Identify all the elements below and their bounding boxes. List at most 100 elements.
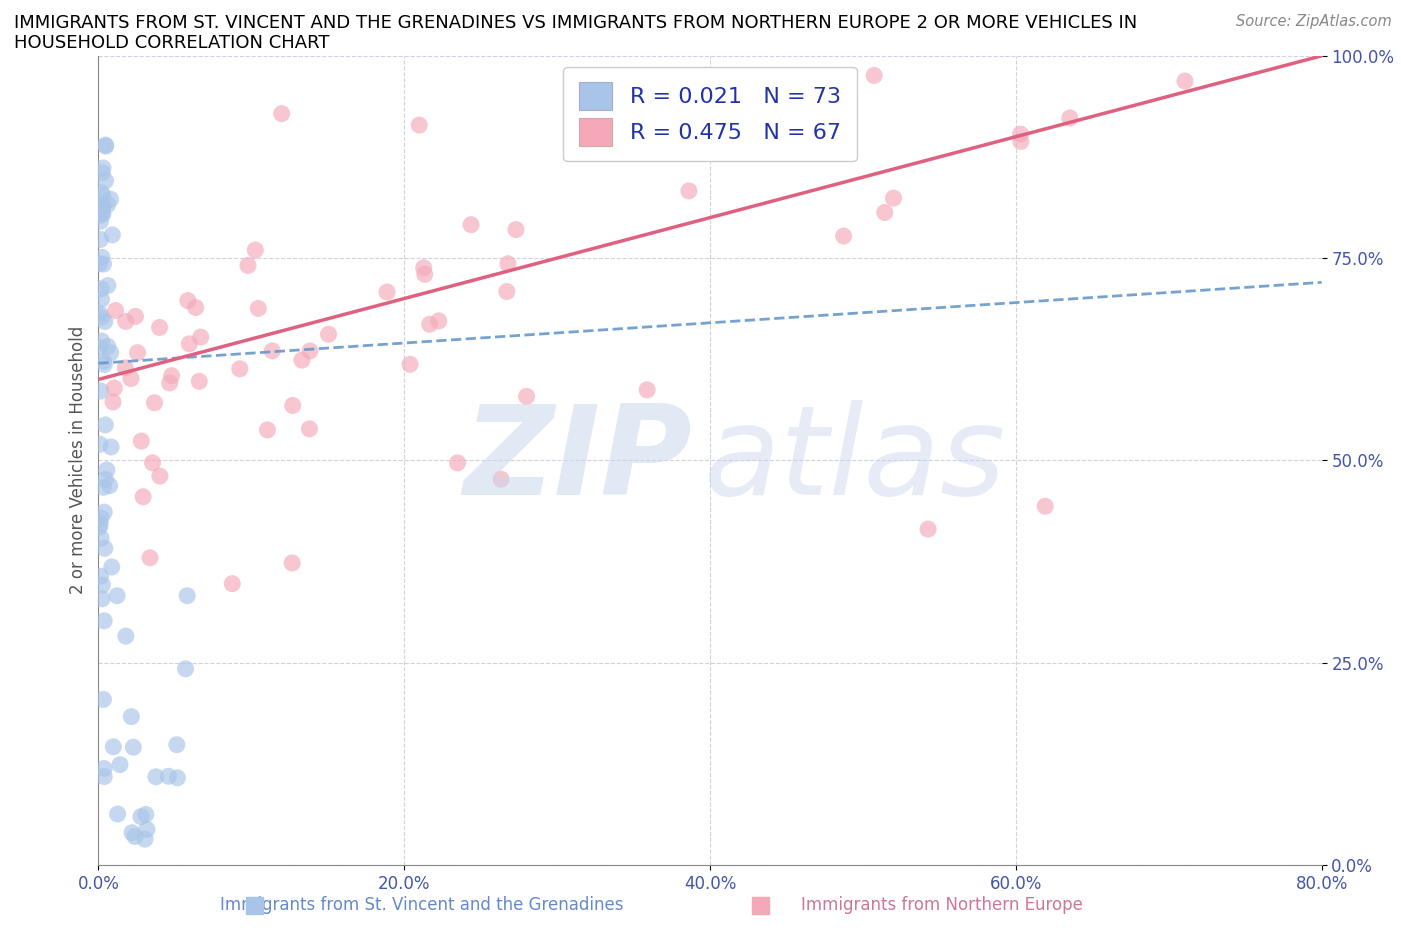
Point [121,825,143,840]
Point [298,421,321,436]
Point [93,613,115,628]
Point [103,739,125,754]
Point [176,589,198,604]
Point [145,769,167,784]
Point [94,472,117,486]
Point [124,829,146,844]
Point [149,469,172,484]
Point [149,320,172,335]
Point [120,371,142,386]
Point [821,33,844,47]
Point [103,380,125,395]
Point [1010,134,1032,149]
Point [1070,33,1092,47]
Point [446,456,468,471]
Point [177,293,200,308]
Point [94,314,117,329]
Point [89,340,111,355]
Point [135,807,157,822]
Point [1059,111,1081,126]
Point [832,229,855,244]
Point [495,284,517,299]
Point [318,326,340,341]
Point [120,710,142,724]
Point [91,188,114,203]
Point [160,368,183,383]
Point [100,345,122,360]
Point [90,569,112,584]
Point [91,205,114,219]
Point [90,334,112,349]
Point [91,161,114,176]
Text: IMMIGRANTS FROM ST. VINCENT AND THE GRENADINES VS IMMIGRANTS FROM NORTHERN EUROP: IMMIGRANTS FROM ST. VINCENT AND THE GREN… [14,14,1137,32]
Point [93,257,115,272]
Point [262,343,284,358]
Point [94,138,117,153]
Point [166,737,188,752]
Point [90,531,112,546]
Point [93,769,115,784]
Point [221,577,243,591]
Point [419,317,441,332]
Point [127,345,149,360]
Point [90,310,112,325]
Text: ZIP: ZIP [463,400,692,521]
Y-axis label: 2 or more Vehicles in Household: 2 or more Vehicles in Household [69,326,87,594]
Point [114,361,136,376]
Point [496,257,519,272]
Text: Immigrants from St. Vincent and the Grenadines: Immigrants from St. Vincent and the Gren… [221,896,623,913]
Text: HOUSEHOLD CORRELATION CHART: HOUSEHOLD CORRELATION CHART [14,34,329,52]
Point [93,692,115,707]
Point [808,77,831,92]
Point [90,383,112,398]
Point [122,739,145,754]
Point [91,480,114,495]
Point [775,106,797,121]
Point [1033,498,1056,513]
Point [89,520,111,535]
Point [917,522,939,537]
Point [412,260,434,275]
Point [157,769,180,784]
Point [94,139,117,153]
Point [91,166,114,180]
Point [489,472,512,486]
Point [460,218,482,232]
Point [236,258,259,272]
Point [413,267,436,282]
Point [93,761,115,776]
Point [90,292,112,307]
Point [101,228,124,243]
Point [1010,126,1032,141]
Point [91,206,114,221]
Text: atlas: atlas [704,400,1007,521]
Point [90,185,112,200]
Point [281,555,304,570]
Point [399,357,422,372]
Point [90,207,112,222]
Point [91,578,114,592]
Point [141,456,163,471]
Point [298,343,321,358]
Point [179,337,201,352]
Point [93,357,115,372]
Point [97,197,120,212]
Point [143,395,166,410]
Point [94,173,117,188]
Point [90,282,112,297]
Point [270,106,292,121]
Point [678,183,700,198]
Point [100,192,122,206]
Point [97,278,120,293]
Point [98,478,121,493]
Point [873,205,896,219]
Point [256,422,278,437]
Point [159,376,181,391]
Point [107,806,129,821]
Point [139,551,162,565]
Point [114,314,136,329]
Point [188,374,211,389]
Point [375,285,398,299]
Point [135,822,157,837]
Point [101,394,124,409]
